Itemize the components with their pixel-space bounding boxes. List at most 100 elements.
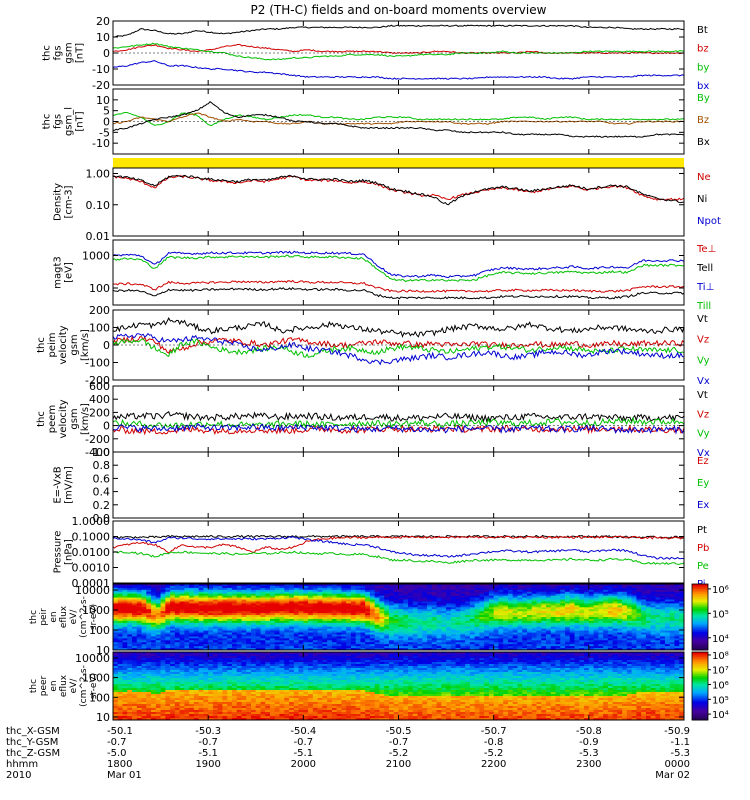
- heatmap-cell: [569, 617, 575, 620]
- heatmap-cell: [174, 636, 181, 639]
- heatmap-cell: [208, 618, 214, 622]
- heatmap-cell: [198, 585, 204, 589]
- heatmap-cell: [631, 584, 637, 587]
- heatmap-cell: [241, 595, 247, 598]
- heatmap-cell: [412, 640, 418, 643]
- heatmap-cell: [555, 638, 561, 641]
- heatmap-cell: [308, 607, 314, 610]
- colorbar-step: [692, 588, 708, 592]
- heatmap-cell: [498, 640, 504, 643]
- heatmap-cell: [593, 626, 599, 630]
- heatmap-cell: [455, 630, 461, 633]
- heatmap-cell: [588, 622, 594, 626]
- heatmap-cell: [151, 587, 157, 591]
- heatmap-cell: [622, 626, 628, 630]
- heatmap-cell: [365, 632, 371, 635]
- heatmap-cell: [617, 628, 623, 631]
- heatmap-cell: [322, 622, 328, 626]
- heatmap-cell: [588, 607, 594, 610]
- heatmap-cell: [222, 636, 228, 639]
- heatmap-cell: [127, 690, 133, 693]
- heatmap-cell: [388, 595, 395, 598]
- heatmap-cell: [117, 634, 123, 637]
- heatmap-cell: [255, 609, 261, 612]
- heatmap-cell: [631, 589, 637, 593]
- colorbar-step: [692, 636, 708, 639]
- heatmap-cell: [298, 646, 304, 649]
- heatmap-cell: [160, 613, 166, 616]
- heatmap-cell: [488, 642, 495, 645]
- heatmap-cell: [317, 636, 323, 639]
- heatmap-cell: [484, 634, 490, 637]
- heatmap-cell: [588, 636, 594, 639]
- heatmap-cell: [436, 593, 442, 597]
- heatmap-cell: [607, 617, 614, 620]
- y-tick-label: 10: [96, 31, 110, 44]
- heatmap-cell: [569, 599, 575, 602]
- heatmap-cell: [279, 644, 285, 647]
- heatmap-cell: [603, 620, 609, 624]
- heatmap-cell: [327, 624, 333, 628]
- y-tick-label: 200: [89, 406, 110, 419]
- heatmap-cell: [141, 658, 147, 661]
- heatmap-cell: [236, 615, 242, 618]
- heatmap-cell: [664, 601, 671, 604]
- heatmap-cell: [222, 607, 228, 610]
- heatmap-cell: [155, 654, 161, 657]
- heatmap-cell: [617, 640, 623, 643]
- heatmap-cell: [626, 617, 633, 620]
- heatmap-cell: [541, 603, 547, 606]
- heatmap-cell: [584, 634, 590, 637]
- heatmap-cell: [117, 630, 123, 633]
- heatmap-cell: [327, 617, 333, 620]
- heatmap-cell: [650, 603, 656, 606]
- heatmap-cell: [136, 593, 142, 597]
- heatmap-cell: [146, 624, 152, 628]
- heatmap-cell: [469, 636, 476, 639]
- heatmap-cell: [217, 618, 223, 622]
- heatmap-cell: [550, 587, 556, 591]
- heatmap-cell: [584, 617, 590, 620]
- heatmap-cell: [231, 646, 238, 649]
- heatmap-cell: [312, 587, 319, 591]
- heatmap-cell: [593, 630, 599, 633]
- heatmap-cell: [622, 601, 628, 604]
- heatmap-cell: [132, 666, 138, 669]
- heatmap-cell: [170, 674, 176, 677]
- heatmap-cell: [664, 591, 671, 595]
- heatmap-cell: [293, 601, 299, 604]
- heatmap-cell: [626, 601, 633, 604]
- heatmap-cell: [446, 601, 452, 604]
- heatmap-cell: [327, 593, 333, 597]
- heatmap-cell: [536, 642, 542, 645]
- heatmap-cell: [522, 626, 528, 630]
- heatmap-cell: [136, 652, 142, 655]
- heatmap-cell: [132, 613, 138, 616]
- heatmap-cell: [507, 630, 514, 633]
- heatmap-cell: [455, 626, 461, 630]
- heatmap-cell: [222, 622, 228, 626]
- heatmap-cell: [127, 694, 133, 697]
- heatmap-cell: [441, 591, 447, 595]
- heatmap-cell: [127, 648, 133, 651]
- heatmap-cell: [388, 609, 395, 612]
- heatmap-cell: [427, 620, 433, 624]
- heatmap-cell: [379, 599, 385, 602]
- heatmap-cell: [584, 644, 590, 647]
- heatmap-cell: [469, 634, 476, 637]
- heatmap-cell: [117, 700, 123, 703]
- heatmap-cell: [236, 611, 242, 614]
- heatmap-cell: [270, 605, 276, 608]
- colorbar-step: [692, 585, 708, 588]
- heatmap-cell: [422, 632, 428, 635]
- heatmap-cell: [446, 642, 452, 645]
- heatmap-cell: [664, 597, 671, 600]
- heatmap-cell: [132, 656, 138, 659]
- heatmap-cell: [170, 686, 176, 689]
- heatmap-cell: [603, 597, 609, 600]
- heatmap-cell: [217, 620, 223, 624]
- heatmap-cell: [151, 601, 157, 604]
- heatmap-cell: [331, 589, 338, 593]
- heatmap-cell: [260, 644, 266, 647]
- colorbar-step: [692, 617, 708, 620]
